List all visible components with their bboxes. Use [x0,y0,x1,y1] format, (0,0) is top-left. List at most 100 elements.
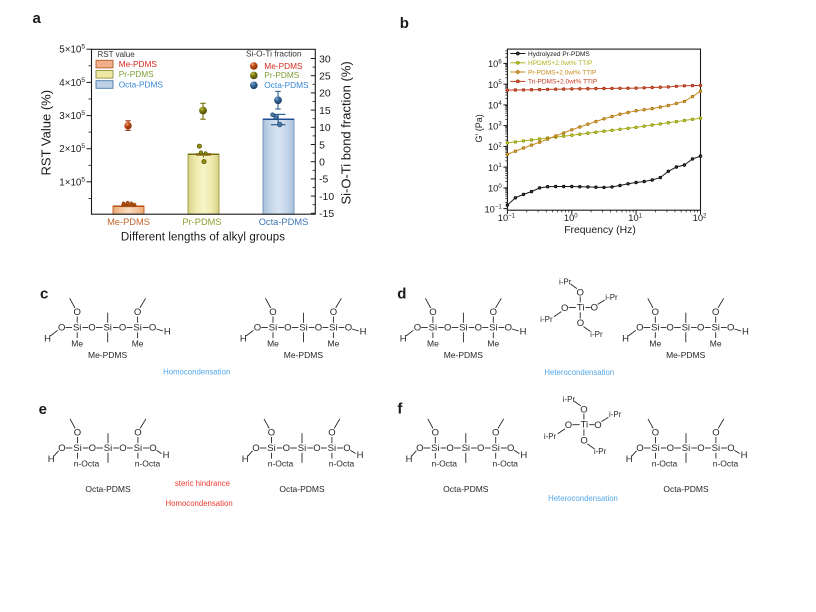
svg-text:O: O [712,307,719,318]
svg-text:Si: Si [651,443,659,454]
svg-text:Si: Si [711,323,719,334]
svg-text:O: O [490,307,497,318]
svg-text:i-Pr: i-Pr [544,432,557,441]
svg-text:i-Pr: i-Pr [594,447,607,456]
svg-text:O: O [727,443,734,454]
svg-text:Si: Si [269,323,277,334]
svg-text:20: 20 [319,89,331,100]
svg-text:H: H [406,454,413,465]
svg-text:H: H [164,327,171,338]
svg-text:H: H [520,450,527,461]
svg-text:O: O [134,307,141,318]
svg-text:Me: Me [487,338,499,348]
svg-text:Si: Si [133,323,141,334]
svg-text:Si: Si [431,443,439,454]
svg-text:Me: Me [327,338,339,348]
svg-text:O: O [565,420,572,431]
svg-text:Me: Me [710,338,722,348]
svg-text:Pr-PDMS: Pr-PDMS [119,69,154,79]
svg-text:Pr-PDMS: Pr-PDMS [264,70,299,80]
svg-text:Heterocondensation: Heterocondensation [548,494,618,503]
svg-text:Me: Me [71,338,83,348]
svg-text:100: 100 [564,213,578,223]
svg-text:Me-PDMS: Me-PDMS [284,350,324,360]
svg-text:Octa-PDMS: Octa-PDMS [119,79,164,89]
svg-text:O: O [328,428,335,439]
svg-text:-15: -15 [319,209,334,220]
svg-text:O: O [636,443,643,454]
svg-text:104: 104 [488,101,502,111]
svg-text:H: H [360,327,367,338]
svg-text:H: H [44,334,51,345]
svg-text:105: 105 [488,80,502,90]
svg-text:-5: -5 [319,175,328,186]
svg-text:106: 106 [488,59,502,69]
svg-text:15: 15 [319,106,331,117]
svg-text:O: O [475,323,482,334]
svg-text:Si: Si [682,323,690,334]
svg-text:n-Octa: n-Octa [135,459,161,469]
svg-text:Octa-PDMS: Octa-PDMS [279,484,325,494]
svg-text:25: 25 [319,72,331,83]
svg-text:O: O [345,323,352,334]
svg-text:Ti: Ti [581,420,589,431]
svg-text:Different lengths of alkyl gro: Different lengths of alkyl groups [121,232,285,244]
svg-text:b: b [400,15,409,32]
svg-text:n-Octa: n-Octa [493,459,519,469]
svg-text:Me: Me [649,338,661,348]
svg-text:n-Octa: n-Octa [74,459,100,469]
svg-text:Tri-PDMS+2.0wt% TTIP: Tri-PDMS+2.0wt% TTIP [528,79,597,86]
svg-text:O: O [252,443,259,454]
svg-text:O: O [414,323,421,334]
svg-text:Me-PDMS: Me-PDMS [88,350,128,360]
svg-text:O: O [444,323,451,334]
svg-text:Si: Si [682,443,690,454]
svg-text:H: H [240,334,247,345]
svg-text:Octa-PDMS: Octa-PDMS [443,484,489,494]
svg-text:H: H [742,327,749,338]
svg-text:101: 101 [628,213,642,223]
svg-text:O: O [315,323,322,334]
svg-text:Frequency (Hz): Frequency (Hz) [564,225,636,236]
svg-text:30: 30 [319,54,331,65]
svg-text:Si: Si [73,323,81,334]
svg-text:10: 10 [319,123,331,134]
svg-text:O: O [149,323,156,334]
svg-text:i-Pr: i-Pr [540,315,553,324]
svg-text:2×105: 2×105 [59,143,85,155]
svg-text:H: H [520,327,527,338]
svg-text:Si: Si [267,443,275,454]
svg-text:O: O [268,428,275,439]
svg-text:i-Pr: i-Pr [559,278,572,287]
svg-text:n-Octa: n-Octa [329,459,355,469]
svg-text:H: H [357,450,364,461]
svg-text:10−1: 10−1 [498,213,516,223]
svg-text:H: H [242,454,249,465]
svg-text:O: O [492,428,499,439]
svg-text:O: O [594,420,601,431]
svg-text:Me-PDMS: Me-PDMS [264,61,303,71]
svg-text:O: O [269,307,276,318]
svg-text:Si: Si [104,443,112,454]
svg-text:Si: Si [489,323,497,334]
svg-text:Octa-PDMS: Octa-PDMS [259,217,309,227]
svg-text:Heterocondensation: Heterocondensation [544,368,614,377]
svg-text:-10: -10 [319,192,334,203]
svg-text:O: O [149,443,156,454]
svg-text:O: O [667,443,674,454]
svg-text:O: O [591,303,598,314]
svg-text:102: 102 [488,142,502,152]
svg-text:O: O [254,323,261,334]
svg-text:100: 100 [488,184,502,194]
svg-text:d: d [397,286,406,303]
svg-text:H: H [48,454,55,465]
svg-text:O: O [330,307,337,318]
svg-text:e: e [39,401,47,418]
svg-text:Octa-PDMS: Octa-PDMS [663,484,709,494]
svg-text:i-Pr: i-Pr [563,395,576,404]
svg-text:O: O [119,443,126,454]
svg-text:O: O [712,428,719,439]
svg-text:Si: Si [429,323,437,334]
svg-text:O: O [561,303,568,314]
svg-text:Si: Si [651,323,659,334]
